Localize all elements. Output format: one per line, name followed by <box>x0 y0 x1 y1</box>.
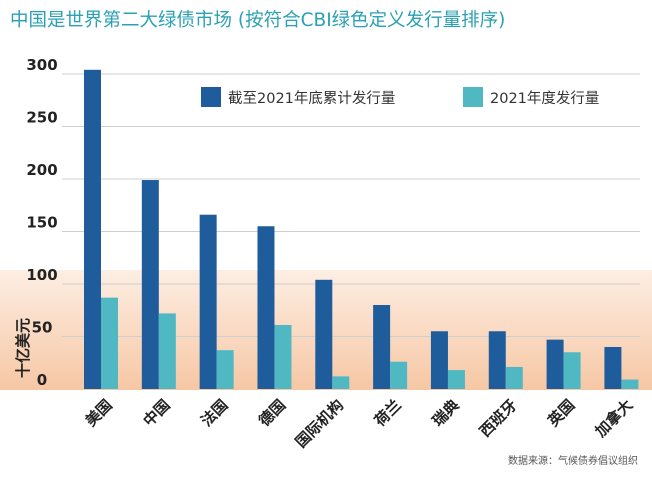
x-tick-label-4: 国际机构 <box>292 396 347 451</box>
data-source-note: 数据来源：气候债券倡议组织 <box>508 456 638 467</box>
bar-cumulative-7 <box>488 331 506 389</box>
legend-label-cumulative: 截至2021年底累计发行量 <box>228 90 395 107</box>
legend: 截至2021年底累计发行量 2021年度发行量 <box>201 87 599 107</box>
legend-swatch-annual <box>463 87 483 107</box>
bar-cumulative-0 <box>84 69 101 390</box>
y-tick-label-150: 150 <box>26 214 57 232</box>
legend-label-annual: 2021年度发行量 <box>490 90 599 107</box>
bar-cumulative-1 <box>141 180 159 389</box>
bar-annual-3 <box>274 324 292 389</box>
x-tick-label-2: 法国 <box>197 396 231 430</box>
bar-cumulative-3 <box>257 226 275 389</box>
x-tick-label-9: 加拿大 <box>591 396 636 441</box>
bar-cumulative-2 <box>199 214 217 389</box>
bar-cumulative-4 <box>315 279 333 389</box>
y-axis-label: 十亿美元 <box>14 318 32 378</box>
bar-annual-8 <box>563 352 581 389</box>
y-tick-label-300: 300 <box>26 56 57 74</box>
y-tick-label-50: 50 <box>32 319 53 337</box>
x-tick-label-0: 美国 <box>82 396 116 430</box>
bar-annual-0 <box>101 297 118 389</box>
bar-annual-6 <box>447 370 465 389</box>
x-tick-label-7: 西班牙 <box>476 396 521 441</box>
y-tick-label-250: 250 <box>26 109 57 127</box>
chart-title: 中国是世界第二大绿债市场 (按符合CBI绿色定义发行量排序) <box>10 10 506 31</box>
bar-annual-7 <box>505 366 523 389</box>
bar-cumulative-8 <box>546 339 564 389</box>
bar-annual-4 <box>332 376 350 389</box>
bar-annual-2 <box>216 350 234 389</box>
x-tick-label-8: 英国 <box>544 396 578 430</box>
legend-swatch-cumulative <box>201 87 221 107</box>
y-tick-label-0: 0 <box>37 371 47 389</box>
y-tick-label-100: 100 <box>26 266 57 284</box>
x-tick-label-3: 德国 <box>255 396 289 430</box>
bar-cumulative-5 <box>373 305 391 389</box>
y-tick-label-200: 200 <box>26 161 57 179</box>
bar-annual-1 <box>158 313 176 389</box>
x-tick-label-5: 荷兰 <box>371 396 405 430</box>
x-tick-label-6: 瑞典 <box>429 396 463 430</box>
bar-annual-9 <box>621 379 639 389</box>
bar-cumulative-9 <box>604 347 622 389</box>
bar-annual-5 <box>390 361 408 389</box>
x-tick-label-1: 中国 <box>140 396 174 430</box>
bar-cumulative-6 <box>430 331 448 389</box>
